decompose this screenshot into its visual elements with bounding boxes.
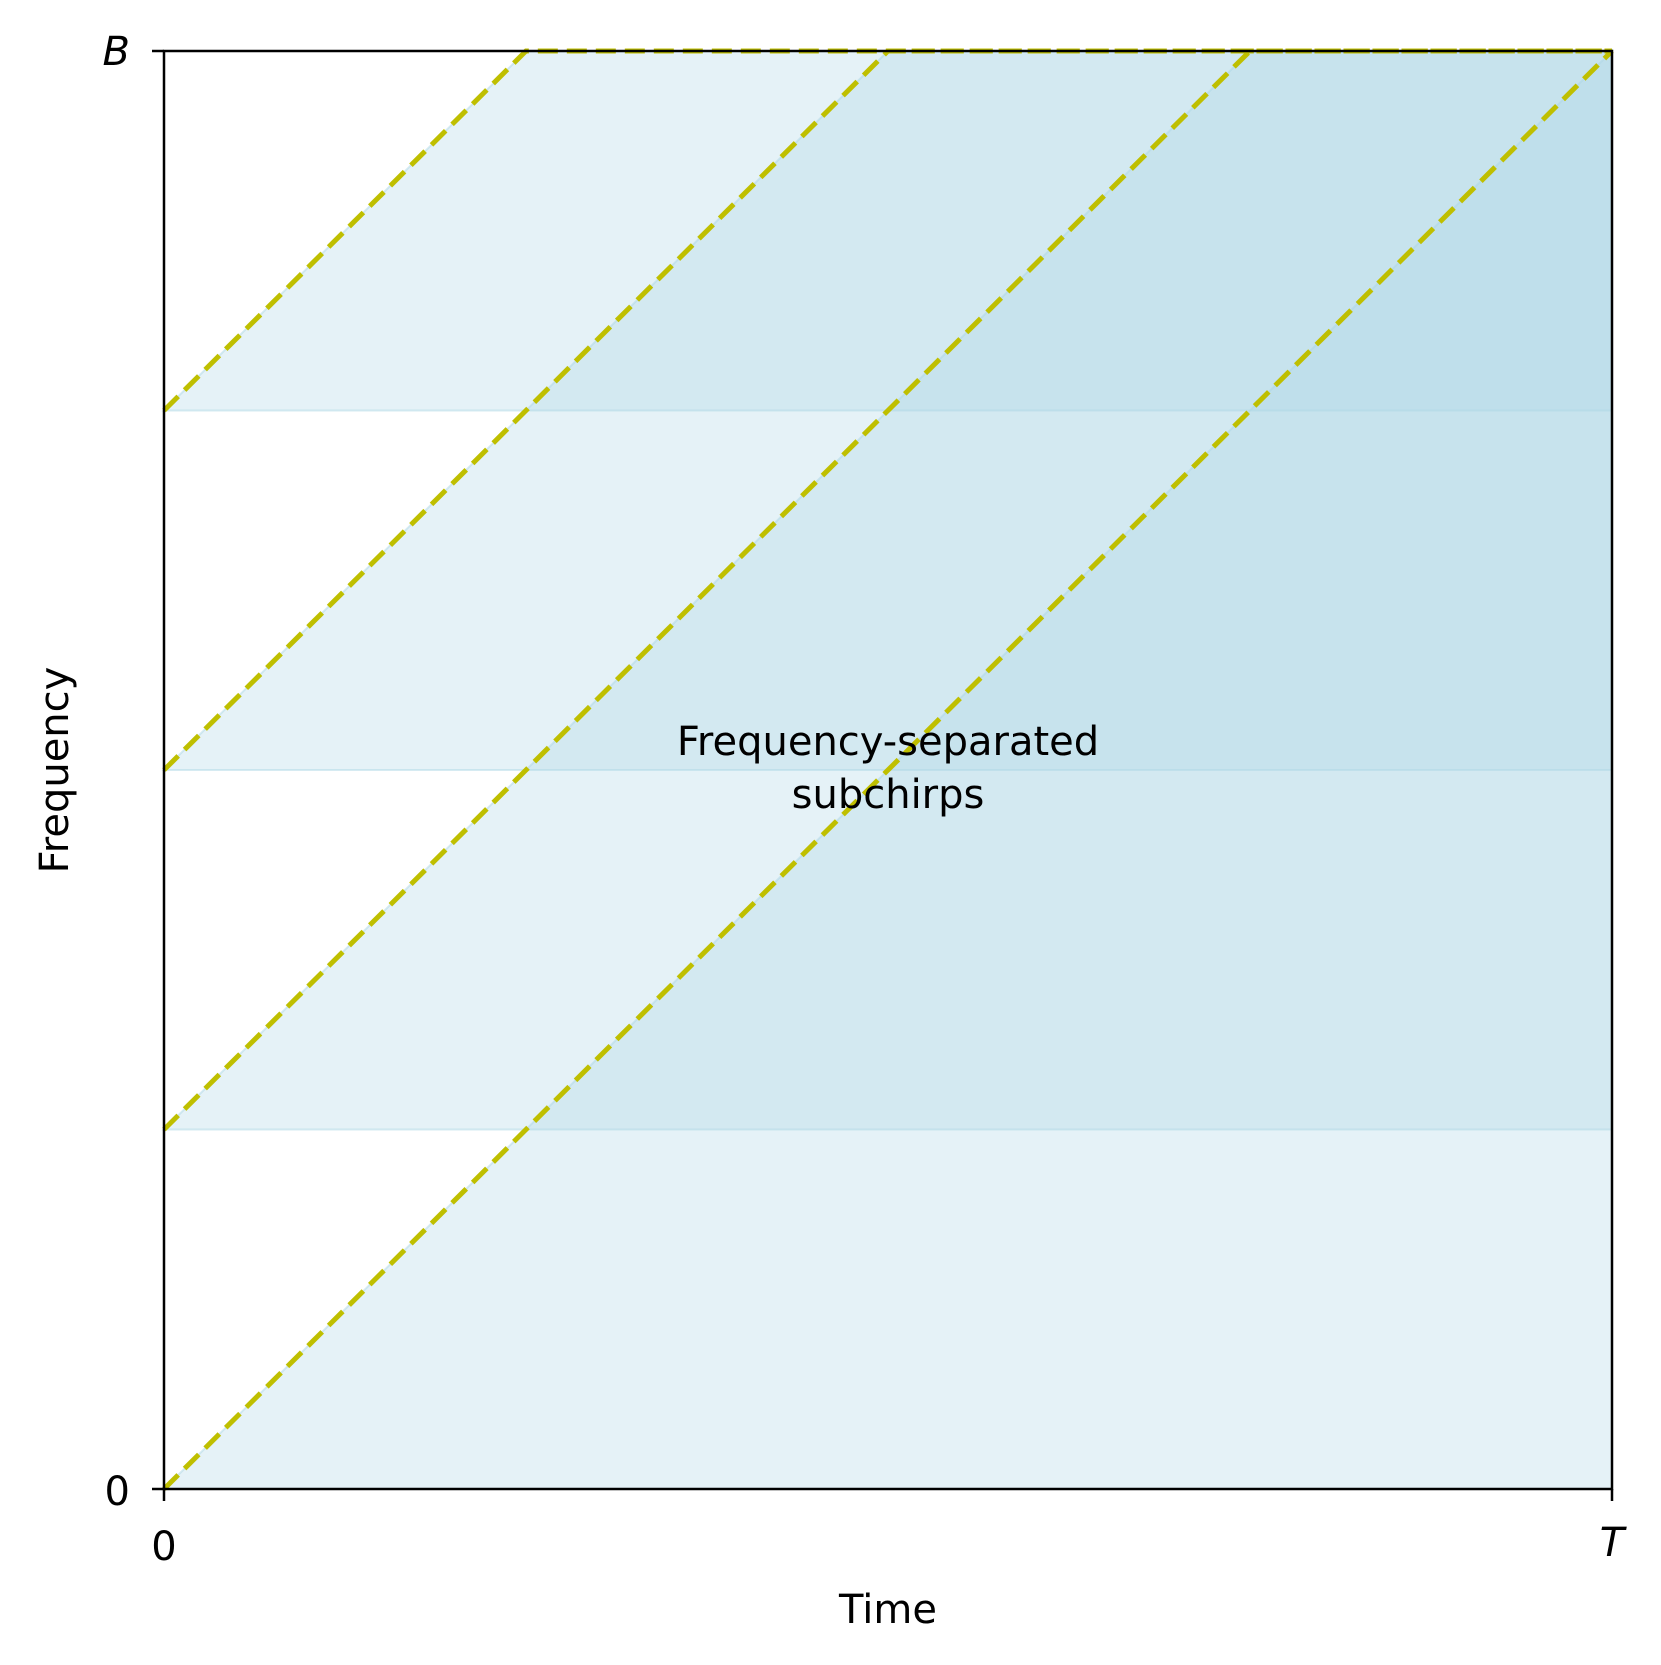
x-tick-label-0: 0 [151, 1524, 176, 1570]
axis-ticks [152, 49, 1614, 1501]
subchirp-line-1 [162, 49, 1614, 1491]
y-tick-label-B: B [103, 29, 130, 75]
subchirp-band-4 [161, 50, 1613, 412]
annotation-line-2: subchirps [792, 772, 985, 818]
axes-frame [162, 49, 1614, 1491]
annotation-line-1: Frequency-separated [677, 719, 1099, 765]
y-axis-label: Frequency [32, 667, 78, 874]
x-tick-label-T: T [1600, 1520, 1628, 1566]
x-axis-label: Time [838, 1587, 937, 1633]
y-tick-label-0: 0 [105, 1469, 130, 1515]
